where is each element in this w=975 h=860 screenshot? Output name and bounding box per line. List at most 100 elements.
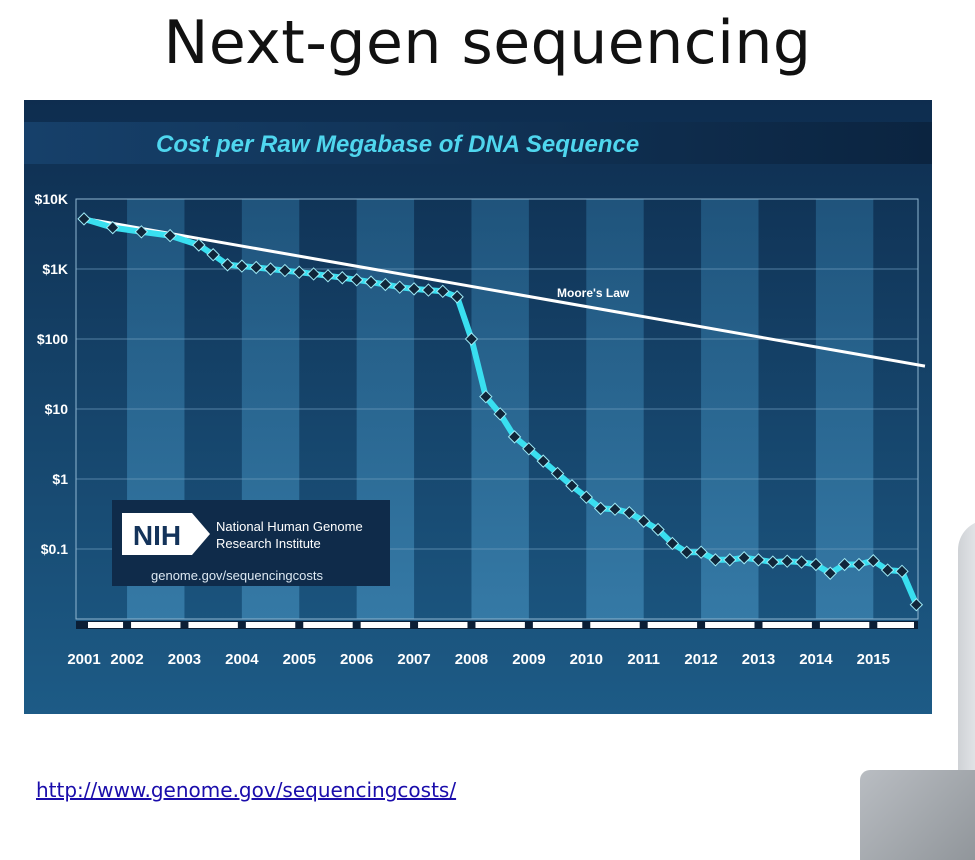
data-point-marker — [751, 553, 766, 567]
y-tick-label: $10K — [35, 191, 68, 207]
data-point-marker — [450, 290, 464, 304]
data-point-marker — [249, 260, 263, 275]
x-axis-segment — [819, 622, 870, 628]
data-point-marker — [349, 273, 364, 287]
data-point-marker — [565, 479, 579, 493]
data-point-marker — [866, 554, 881, 568]
x-axis-segment — [418, 622, 468, 628]
x-tick-label: 2011 — [627, 651, 660, 668]
nih-logo-box: NIH National Human Genome Research Insti… — [112, 500, 390, 586]
data-point-marker — [220, 258, 235, 272]
data-point-marker — [479, 389, 493, 404]
data-point-marker — [393, 280, 407, 294]
y-tick-label: $10 — [45, 401, 69, 417]
x-tick-label: 2006 — [340, 651, 373, 668]
x-axis-segment — [705, 622, 755, 628]
data-point-marker — [134, 225, 149, 239]
data-point-marker — [636, 514, 651, 528]
data-point-marker — [292, 265, 306, 279]
data-point-marker — [278, 263, 292, 278]
y-tick-label: $1K — [42, 261, 68, 277]
data-point-marker — [192, 238, 206, 252]
data-point-marker — [895, 564, 909, 579]
x-tick-label: 2002 — [110, 651, 143, 668]
x-tick-label: 2003 — [168, 651, 201, 668]
data-point-marker — [263, 262, 278, 276]
data-point-marker — [378, 277, 393, 292]
data-point-marker — [852, 557, 866, 572]
x-tick-label: 2004 — [225, 651, 259, 668]
nih-logo-text: NIH — [133, 520, 181, 551]
source-link[interactable]: http://www.genome.gov/sequencingcosts/ — [36, 778, 457, 802]
x-tick-label: 2014 — [799, 651, 833, 668]
data-point-marker — [809, 557, 823, 572]
data-point-marker — [550, 466, 565, 481]
data-point-marker — [206, 248, 220, 262]
y-tick-label: $0.1 — [41, 541, 68, 557]
data-point-marker — [407, 282, 421, 296]
data-point-marker — [163, 228, 177, 243]
x-axis-segment — [590, 622, 640, 628]
slide-title: Next-gen sequencing — [163, 8, 812, 78]
data-point-marker — [421, 283, 436, 297]
data-point-marker — [105, 220, 120, 235]
data-point-marker — [651, 522, 665, 537]
data-point-marker — [536, 454, 550, 468]
data-point-marker — [522, 442, 536, 456]
x-axis-segment — [131, 622, 181, 628]
moores-law-label: Moore's Law — [557, 286, 630, 300]
y-tick-label: $1 — [52, 471, 68, 487]
nih-url: genome.gov/sequencingcosts — [151, 568, 324, 583]
x-axis-segment — [762, 622, 812, 628]
laptop — [860, 770, 975, 860]
x-axis-segment — [245, 622, 296, 628]
x-axis-segment — [877, 622, 914, 628]
data-point-marker — [794, 555, 809, 569]
cost-chart: Cost per Raw Megabase of DNA Sequence $1… — [24, 100, 932, 714]
data-point-marker — [909, 598, 924, 612]
data-point-marker — [723, 553, 737, 567]
nih-logo-chevron — [192, 513, 210, 555]
x-axis-segment — [188, 622, 238, 628]
x-tick-label: 2015 — [857, 651, 890, 668]
data-point-marker — [608, 502, 622, 516]
x-axis-segment — [360, 622, 411, 628]
data-point-marker — [708, 553, 723, 567]
data-point-marker — [436, 284, 450, 299]
plot-frame — [75, 198, 919, 620]
x-axis-segment — [303, 622, 353, 628]
nih-logo-badge — [122, 513, 192, 555]
x-tick-label: 2007 — [397, 651, 430, 668]
data-point-marker — [593, 501, 608, 516]
data-point-marker — [235, 259, 249, 273]
x-axis-segment — [88, 622, 124, 628]
moores-law-line — [83, 216, 926, 368]
nih-name-line1: National Human Genome — [216, 519, 363, 534]
data-point-marker — [680, 545, 694, 559]
data-point-marker — [321, 269, 335, 283]
data-point-marker — [622, 505, 637, 520]
data-point-marker — [737, 551, 751, 565]
x-tick-label: 2005 — [283, 651, 316, 668]
data-point-marker — [837, 557, 852, 572]
data-point-marker — [335, 271, 350, 285]
x-axis-segment — [475, 622, 525, 628]
data-point-marker — [694, 545, 708, 559]
data-point-marker — [364, 275, 378, 289]
data-point-marker — [77, 212, 91, 226]
x-axis-segment — [532, 622, 583, 628]
data-point-marker — [665, 536, 680, 551]
data-point-marker — [579, 490, 593, 504]
data-point-marker — [507, 430, 522, 444]
chart-panel: Cost per Raw Megabase of DNA Sequence $1… — [24, 100, 932, 714]
x-tick-label: 2013 — [742, 651, 775, 668]
data-point-marker — [823, 566, 837, 580]
x-axis-segment — [647, 622, 698, 628]
x-tick-label: 2012 — [684, 651, 717, 668]
data-point-marker — [766, 555, 780, 569]
data-point-marker — [306, 267, 321, 281]
x-tick-label: 2008 — [455, 651, 488, 668]
chart-title: Cost per Raw Megabase of DNA Sequence — [156, 131, 639, 158]
data-point-marker — [493, 407, 507, 421]
data-point-marker — [780, 554, 794, 568]
